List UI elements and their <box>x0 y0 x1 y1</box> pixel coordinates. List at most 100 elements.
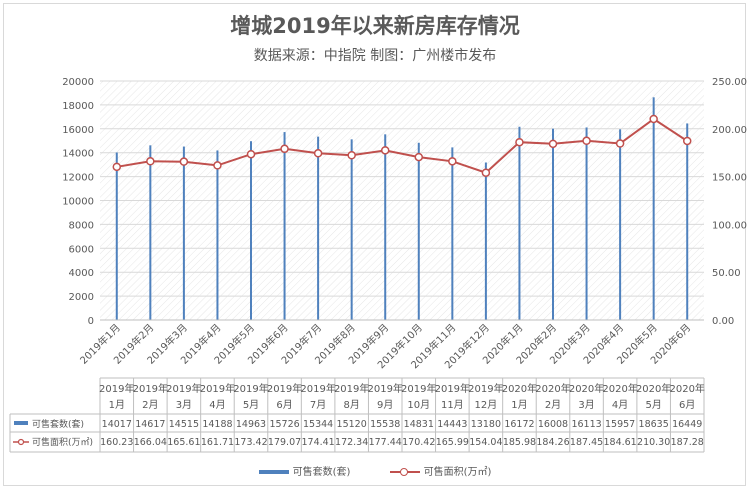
y-left-tick-label: 6000 <box>69 244 94 255</box>
table-cell-units: 16449 <box>672 419 702 430</box>
table-cell-area: 210.30 <box>637 437 670 448</box>
y-right-tick-label: 50.00 <box>712 268 741 279</box>
point-area <box>515 137 524 147</box>
table-cell-units: 18635 <box>639 419 669 430</box>
table-header-month: 2月 <box>142 399 158 411</box>
table-cell-area: 154.04 <box>469 437 502 448</box>
table-header-year: 2020年 <box>669 382 704 395</box>
bar-units <box>317 136 320 320</box>
table-cell-units: 16113 <box>571 419 601 430</box>
y-right-tick-label: 0.00 <box>712 316 734 327</box>
y-left-tick-label: 20000 <box>62 77 94 88</box>
table-cell-area: 160.23 <box>100 437 133 448</box>
bar-units <box>652 97 655 320</box>
table-cell-units: 15957 <box>605 419 635 430</box>
point-area <box>481 168 491 177</box>
bar-units <box>250 141 252 320</box>
point-area <box>582 136 591 146</box>
table-header-year: 2019年 <box>99 382 134 395</box>
bar-units <box>350 139 353 320</box>
table-header-month: 12月 <box>475 399 498 411</box>
point-area <box>313 149 323 158</box>
table-cell-units: 15344 <box>303 419 333 430</box>
table-header-year: 2019年 <box>233 382 268 395</box>
table-cell-units: 14443 <box>437 419 467 430</box>
table-header-month: 3月 <box>176 399 192 411</box>
table-cell-area: 173.42 <box>234 437 267 448</box>
table-header-year: 2019年 <box>334 382 369 395</box>
table-cell-units: 14831 <box>404 419 434 430</box>
legend-line-swatch <box>389 468 420 476</box>
table-cell-units: 16008 <box>538 419 568 430</box>
legend-label-units: 可售套数(套) <box>292 467 351 478</box>
table-cell-units: 14017 <box>102 419 132 430</box>
bar-units <box>518 126 521 320</box>
table-cell-units: 15726 <box>269 419 299 430</box>
point-area <box>615 139 625 148</box>
table-header-year: 2019年 <box>367 382 402 395</box>
table-header-year: 2020年 <box>535 382 570 395</box>
bar-units <box>283 132 286 320</box>
table-header-month: 6月 <box>276 399 292 411</box>
table-header-month: 5月 <box>645 399 661 411</box>
table-header-year: 2020年 <box>602 382 637 395</box>
point-area <box>414 152 424 162</box>
y-right-tick-label: 200.00 <box>712 125 747 136</box>
table-cell-units: 14617 <box>135 419 165 430</box>
y-left-tick-label: 16000 <box>62 125 94 136</box>
legend-item-units: 可售套数(套) <box>258 463 351 478</box>
bar-units <box>686 123 689 320</box>
table-cell-area: 184.26 <box>536 437 569 448</box>
table-header-month: 8月 <box>343 399 359 411</box>
point-area <box>246 149 256 159</box>
y-left-tick-label: 10000 <box>62 197 94 208</box>
table-cell-area: 165.99 <box>436 437 469 448</box>
y-right-tick-label: 150.00 <box>712 173 747 184</box>
chart-title: 增城2019年以来新房库存情况 <box>230 14 520 38</box>
point-area <box>179 157 189 166</box>
bar-units <box>451 147 454 320</box>
bar-units <box>216 150 219 320</box>
table-header-year: 2019年 <box>267 382 302 395</box>
bar-units <box>115 152 118 320</box>
table-cell-area: 184.61 <box>603 437 636 448</box>
bar-units <box>384 134 387 320</box>
point-area <box>548 139 558 149</box>
bar-units <box>619 129 622 320</box>
table-cell-units: 14188 <box>202 419 232 430</box>
y-left-tick-label: 8000 <box>69 220 94 231</box>
table-header-year: 2019年 <box>401 382 436 395</box>
table-row-area-swatch-point <box>17 438 25 446</box>
table-cell-area: 187.28 <box>671 437 704 448</box>
table-header-month: 6月 <box>679 399 695 411</box>
y-right-tick-label: 100.00 <box>712 220 747 231</box>
bar-units <box>182 146 185 320</box>
table-header-month: 9月 <box>377 399 393 411</box>
y-right-tick-label: 250.00 <box>712 77 747 88</box>
table-header-month: 1月 <box>109 399 125 411</box>
table-cell-area: 177.44 <box>369 437 402 448</box>
legend-bar-swatch <box>258 470 289 474</box>
y-left-tick-label: 14000 <box>62 149 94 160</box>
point-area <box>280 144 289 154</box>
bar-units <box>552 128 554 320</box>
table-header-year: 2020年 <box>636 382 671 395</box>
table-header-month: 4月 <box>612 399 628 411</box>
table-header-month: 1月 <box>511 399 527 411</box>
table-cell-units: 13180 <box>471 419 501 430</box>
bar-units <box>149 145 152 320</box>
table-cell-units: 16172 <box>504 419 534 430</box>
table-header-month: 4月 <box>209 399 225 411</box>
table-cell-area: 174.41 <box>301 437 334 448</box>
table-cell-area: 170.42 <box>402 437 435 448</box>
table-header-month: 5月 <box>243 399 259 411</box>
legend-item-area: 可售面积(万㎡) <box>389 463 491 478</box>
table-header-month: 3月 <box>578 399 594 411</box>
y-left-tick-label: 18000 <box>62 101 94 112</box>
table-row-units-swatch <box>14 421 28 425</box>
table-cell-units: 14515 <box>169 419 199 430</box>
table-header-year: 2019年 <box>300 382 335 395</box>
table-header-year: 2019年 <box>468 382 503 395</box>
chart-subtitle: 数据来源：中指院 制图：广州楼市发布 <box>253 48 497 64</box>
